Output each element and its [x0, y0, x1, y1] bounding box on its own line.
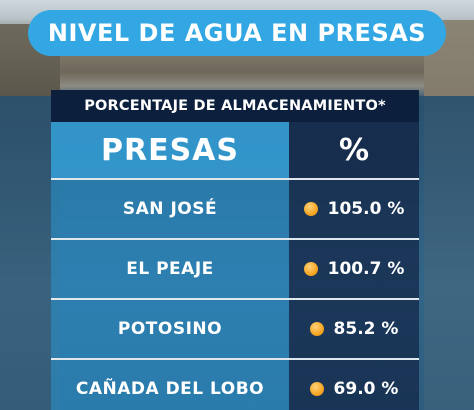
column-header-presas: PRESAS	[51, 122, 289, 178]
storage-percent-cell: 105.0 %	[289, 180, 419, 238]
storage-percent: 69.0 %	[333, 379, 399, 399]
page-title: NIVEL DE AGUA EN PRESAS	[28, 10, 446, 56]
dam-name: SAN JOSÉ	[51, 180, 289, 238]
table-header-row: PRESAS %	[51, 122, 419, 178]
orange-circle-icon	[309, 382, 324, 396]
table-row: POTOSINO 85.2 %	[51, 298, 419, 358]
storage-percent-cell: 69.0 %	[289, 360, 419, 410]
dam-name: EL PEAJE	[51, 240, 289, 298]
storage-percent: 100.7 %	[327, 259, 405, 279]
table-row: EL PEAJE 100.7 %	[51, 238, 419, 298]
orange-circle-icon	[303, 262, 318, 276]
storage-percent: 85.2 %	[333, 319, 399, 339]
storage-percent-cell: 100.7 %	[289, 240, 419, 298]
table-row: SAN JOSÉ 105.0 %	[51, 178, 419, 238]
table-subtitle: PORCENTAJE DE ALMACENAMIENTO*	[51, 90, 419, 122]
storage-percent: 105.0 %	[327, 199, 405, 219]
orange-circle-icon	[303, 202, 318, 216]
table-row: CAÑADA DEL LOBO 69.0 %	[51, 358, 419, 410]
orange-circle-icon	[309, 322, 324, 336]
dam-name: CAÑADA DEL LOBO	[51, 360, 289, 410]
storage-table: PORCENTAJE DE ALMACENAMIENTO* PRESAS % S…	[51, 90, 419, 410]
storage-percent-cell: 85.2 %	[289, 300, 419, 358]
column-header-percent: %	[289, 122, 419, 178]
dam-name: POTOSINO	[51, 300, 289, 358]
